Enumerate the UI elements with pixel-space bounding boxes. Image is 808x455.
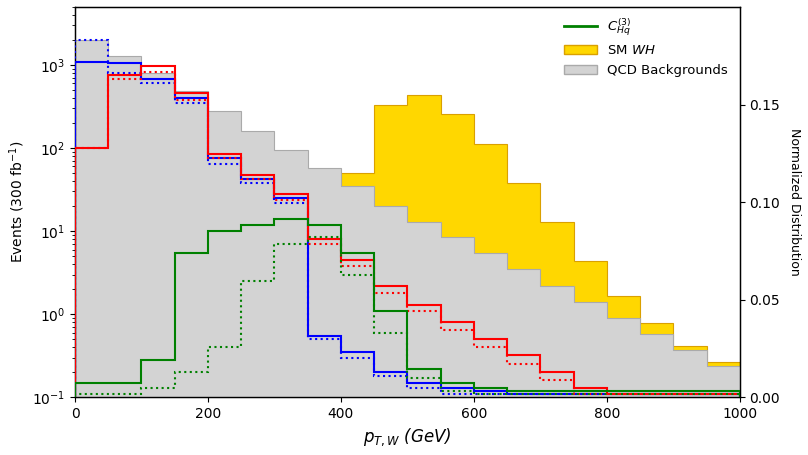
Legend: $C_{Hq}^{(3)}$, SM $WH$, QCD Backgrounds: $C_{Hq}^{(3)}$, SM $WH$, QCD Backgrounds — [558, 11, 733, 82]
Y-axis label: Events (300 fb$^{-1}$): Events (300 fb$^{-1}$) — [7, 141, 27, 263]
Y-axis label: Normalized Distribution: Normalized Distribution — [788, 128, 801, 276]
X-axis label: $p_{T,W}$ (GeV): $p_{T,W}$ (GeV) — [363, 426, 452, 448]
